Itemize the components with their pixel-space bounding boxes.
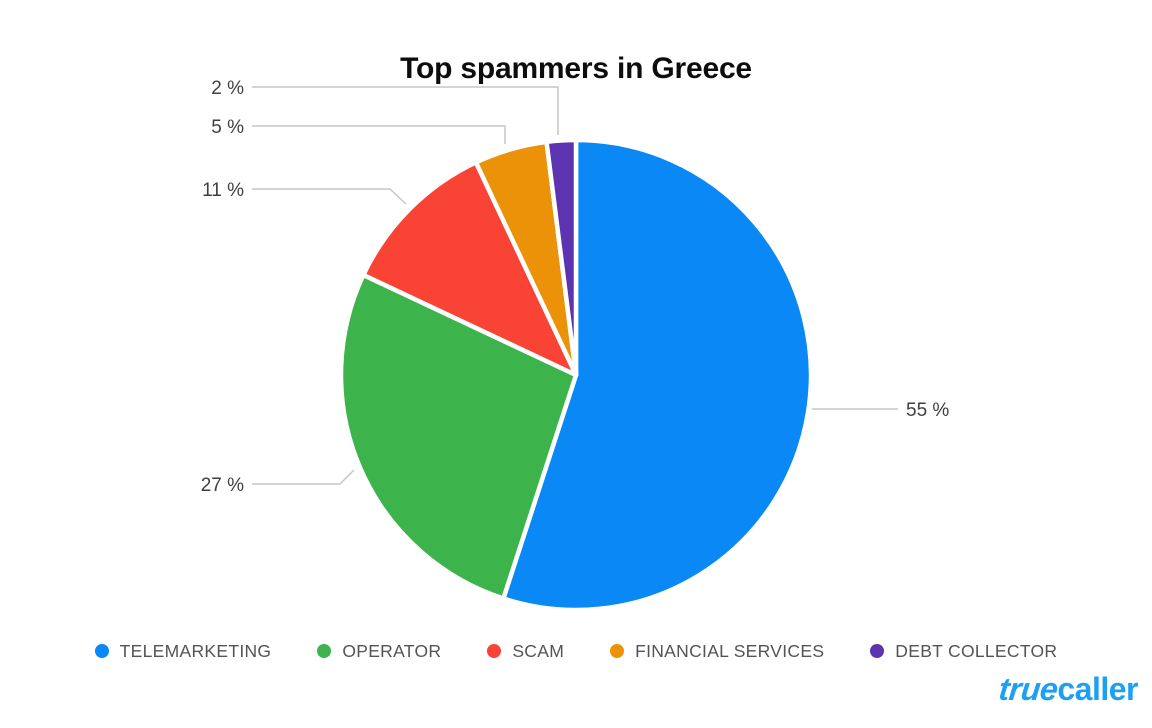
- pie-slice-telemarketing: [501, 137, 814, 613]
- percent-label-telemarketing: 55 %: [906, 400, 949, 421]
- logo-word-caller: caller: [1057, 671, 1138, 707]
- percent-label-scam: 11 %: [202, 180, 244, 201]
- legend-item-operator: OPERATOR: [317, 641, 441, 662]
- leader-line-operator: [252, 469, 355, 485]
- chart-title: Top spammers in Greece: [400, 52, 752, 85]
- legend-item-debt-collector: DEBT COLLECTOR: [870, 641, 1057, 662]
- truecaller-logo: truecaller: [997, 671, 1138, 707]
- leader-line-financial-services: [252, 125, 506, 144]
- legend-swatch-icon: [94, 644, 109, 658]
- leader-line-scam: [252, 188, 407, 205]
- legend: TELEMARKETING OPERATOR SCAM FINANCIAL SERVI…: [0, 637, 1152, 665]
- percent-label-debt-collector: 2 %: [211, 78, 244, 99]
- leader-line-debt-collector: [252, 86, 559, 135]
- percent-label-financial-services: 5 %: [211, 117, 244, 138]
- pie-slice-debt-collector: [544, 137, 579, 378]
- logo-word-true: true: [997, 671, 1060, 707]
- legend-item-scam: SCAM: [487, 641, 564, 662]
- legend-label: FINANCIAL SERVICES: [635, 640, 825, 661]
- legend-swatch-icon: [317, 644, 332, 658]
- legend-item-financial-services: FINANCIAL SERVICES: [610, 641, 824, 662]
- legend-label: OPERATOR: [342, 640, 442, 661]
- legend-swatch-icon: [610, 644, 625, 658]
- legend-label: SCAM: [512, 640, 565, 661]
- pie-slice-operator: [338, 272, 579, 601]
- percent-label-operator: 27 %: [201, 475, 244, 496]
- pie-slice-scam: [361, 160, 579, 378]
- legend-label: DEBT COLLECTOR: [895, 640, 1058, 661]
- legend-item-telemarketing: TELEMARKETING: [94, 640, 272, 662]
- legend-swatch-icon: [487, 644, 502, 658]
- legend-label: TELEMARKETING: [119, 640, 272, 661]
- legend-swatch-icon: [870, 644, 885, 658]
